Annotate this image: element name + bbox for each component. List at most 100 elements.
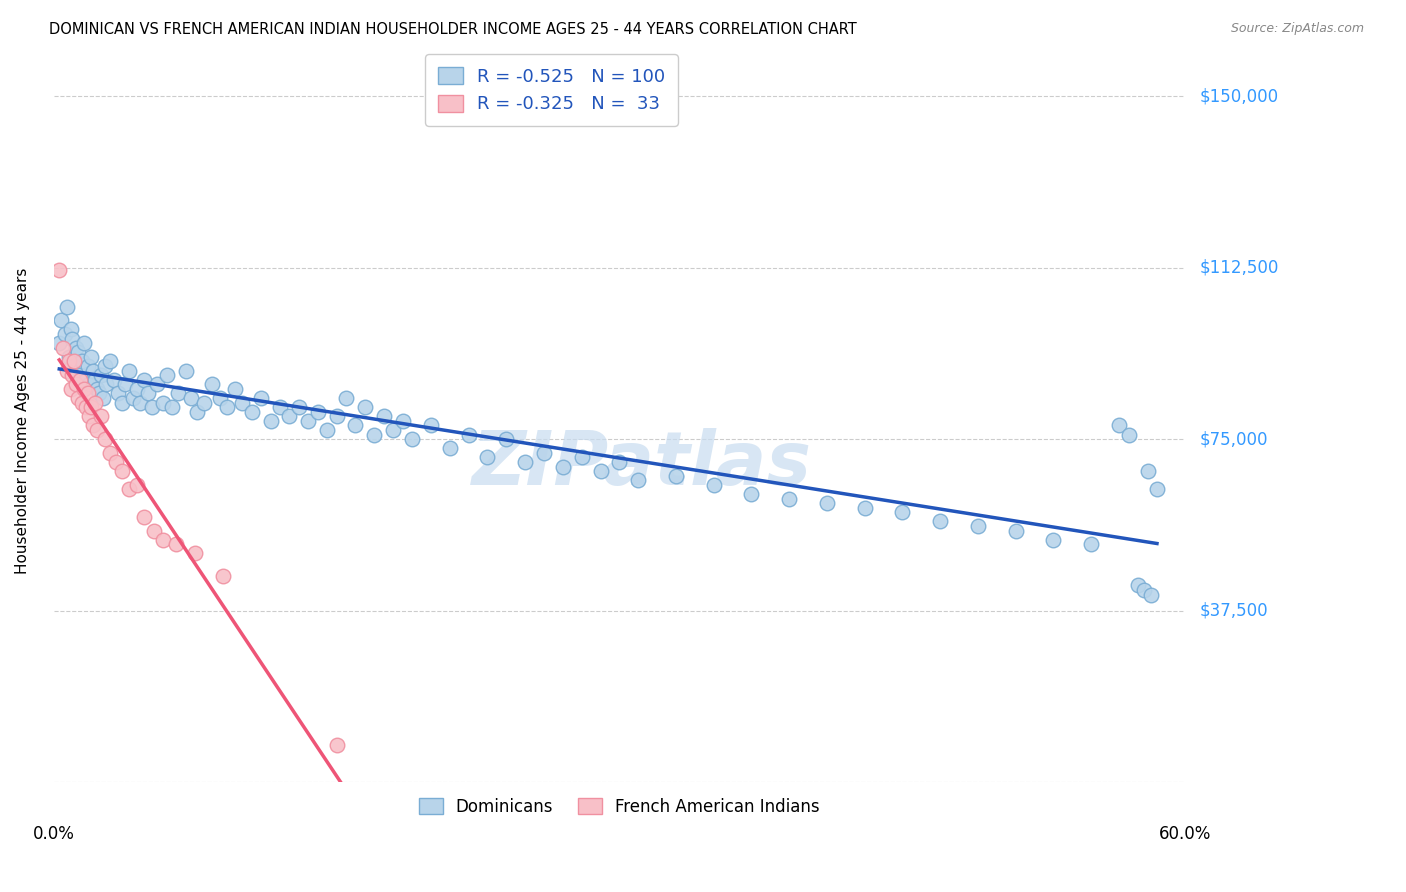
Point (495, 432, 517, 446)
Point (609, 455, 631, 469)
Point (307, 405, 329, 419)
Point (98, 446, 121, 460)
Point (90, 368, 112, 383)
Point (134, 373, 156, 387)
Text: 60.0%: 60.0% (1159, 825, 1212, 844)
Point (142, 524, 165, 538)
Point (457, 427, 479, 442)
Point (259, 414, 281, 428)
Point (344, 418, 367, 433)
Point (121, 391, 143, 405)
Point (231, 395, 253, 409)
Text: ZIPatlas: ZIPatlas (472, 427, 813, 500)
Point (76, 386, 98, 401)
Point (240, 405, 263, 419)
Point (186, 405, 208, 419)
Point (75, 373, 97, 387)
Point (1126, 578, 1149, 592)
Point (1132, 582, 1154, 597)
Point (778, 491, 800, 506)
Point (363, 427, 385, 442)
Point (63, 354, 86, 368)
Point (439, 442, 461, 456)
Point (156, 368, 179, 383)
Point (165, 537, 187, 551)
Point (107, 386, 129, 401)
Point (70, 395, 93, 409)
Text: $37,500: $37,500 (1199, 601, 1268, 620)
Point (58, 354, 80, 368)
Point (70, 354, 93, 368)
Point (86, 382, 108, 396)
Point (82, 363, 104, 377)
Point (891, 505, 914, 519)
Point (477, 450, 499, 465)
Point (65, 377, 87, 392)
Point (316, 423, 339, 437)
Point (152, 395, 174, 409)
Point (297, 414, 319, 428)
Point (93, 432, 115, 446)
Point (91, 391, 114, 405)
Point (208, 391, 231, 405)
Point (533, 446, 555, 460)
Point (67, 345, 90, 359)
Point (86, 423, 108, 437)
Point (136, 386, 159, 401)
Point (382, 423, 405, 437)
Point (401, 432, 423, 446)
Point (180, 391, 202, 405)
Point (103, 373, 125, 387)
Point (114, 377, 136, 392)
Point (98, 354, 121, 368)
Point (62, 331, 84, 345)
Point (167, 386, 190, 401)
Point (59, 382, 82, 396)
Point (79, 377, 101, 392)
Text: DOMINICAN VS FRENCH AMERICAN INDIAN HOUSEHOLDER INCOME AGES 25 - 44 YEARS CORREL: DOMINICAN VS FRENCH AMERICAN INDIAN HOUS… (49, 22, 858, 37)
Y-axis label: Householder Income Ages 25 - 44 years: Householder Income Ages 25 - 44 years (15, 268, 30, 574)
Point (56, 300, 79, 314)
Point (513, 455, 536, 469)
Point (80, 400, 103, 414)
Point (1146, 483, 1168, 497)
Point (84, 373, 107, 387)
Point (391, 414, 413, 428)
Point (1140, 588, 1163, 602)
Point (63, 359, 86, 373)
Point (90, 409, 112, 424)
Point (82, 418, 104, 433)
Point (184, 546, 207, 560)
Point (353, 400, 375, 414)
Point (288, 400, 311, 414)
Text: $75,000: $75,000 (1199, 430, 1268, 448)
Point (110, 464, 132, 478)
Point (79, 409, 101, 424)
Point (278, 409, 301, 424)
Point (93, 359, 115, 373)
Point (966, 519, 988, 533)
Point (75, 400, 97, 414)
Point (627, 473, 650, 487)
Point (48, 336, 70, 351)
Point (217, 400, 239, 414)
Point (162, 400, 184, 414)
Point (325, 409, 347, 424)
Point (58, 350, 80, 364)
Point (52, 341, 75, 355)
Point (1042, 533, 1064, 547)
Point (212, 569, 235, 583)
Point (87, 386, 110, 401)
Text: $150,000: $150,000 (1199, 87, 1278, 105)
Point (1136, 464, 1159, 478)
Point (69, 368, 91, 383)
Point (134, 509, 156, 524)
Point (48, 263, 70, 277)
Point (76, 359, 98, 373)
Point (59, 322, 82, 336)
Point (551, 459, 574, 474)
Point (67, 391, 90, 405)
Point (125, 478, 148, 492)
Point (269, 400, 291, 414)
Point (152, 533, 174, 547)
